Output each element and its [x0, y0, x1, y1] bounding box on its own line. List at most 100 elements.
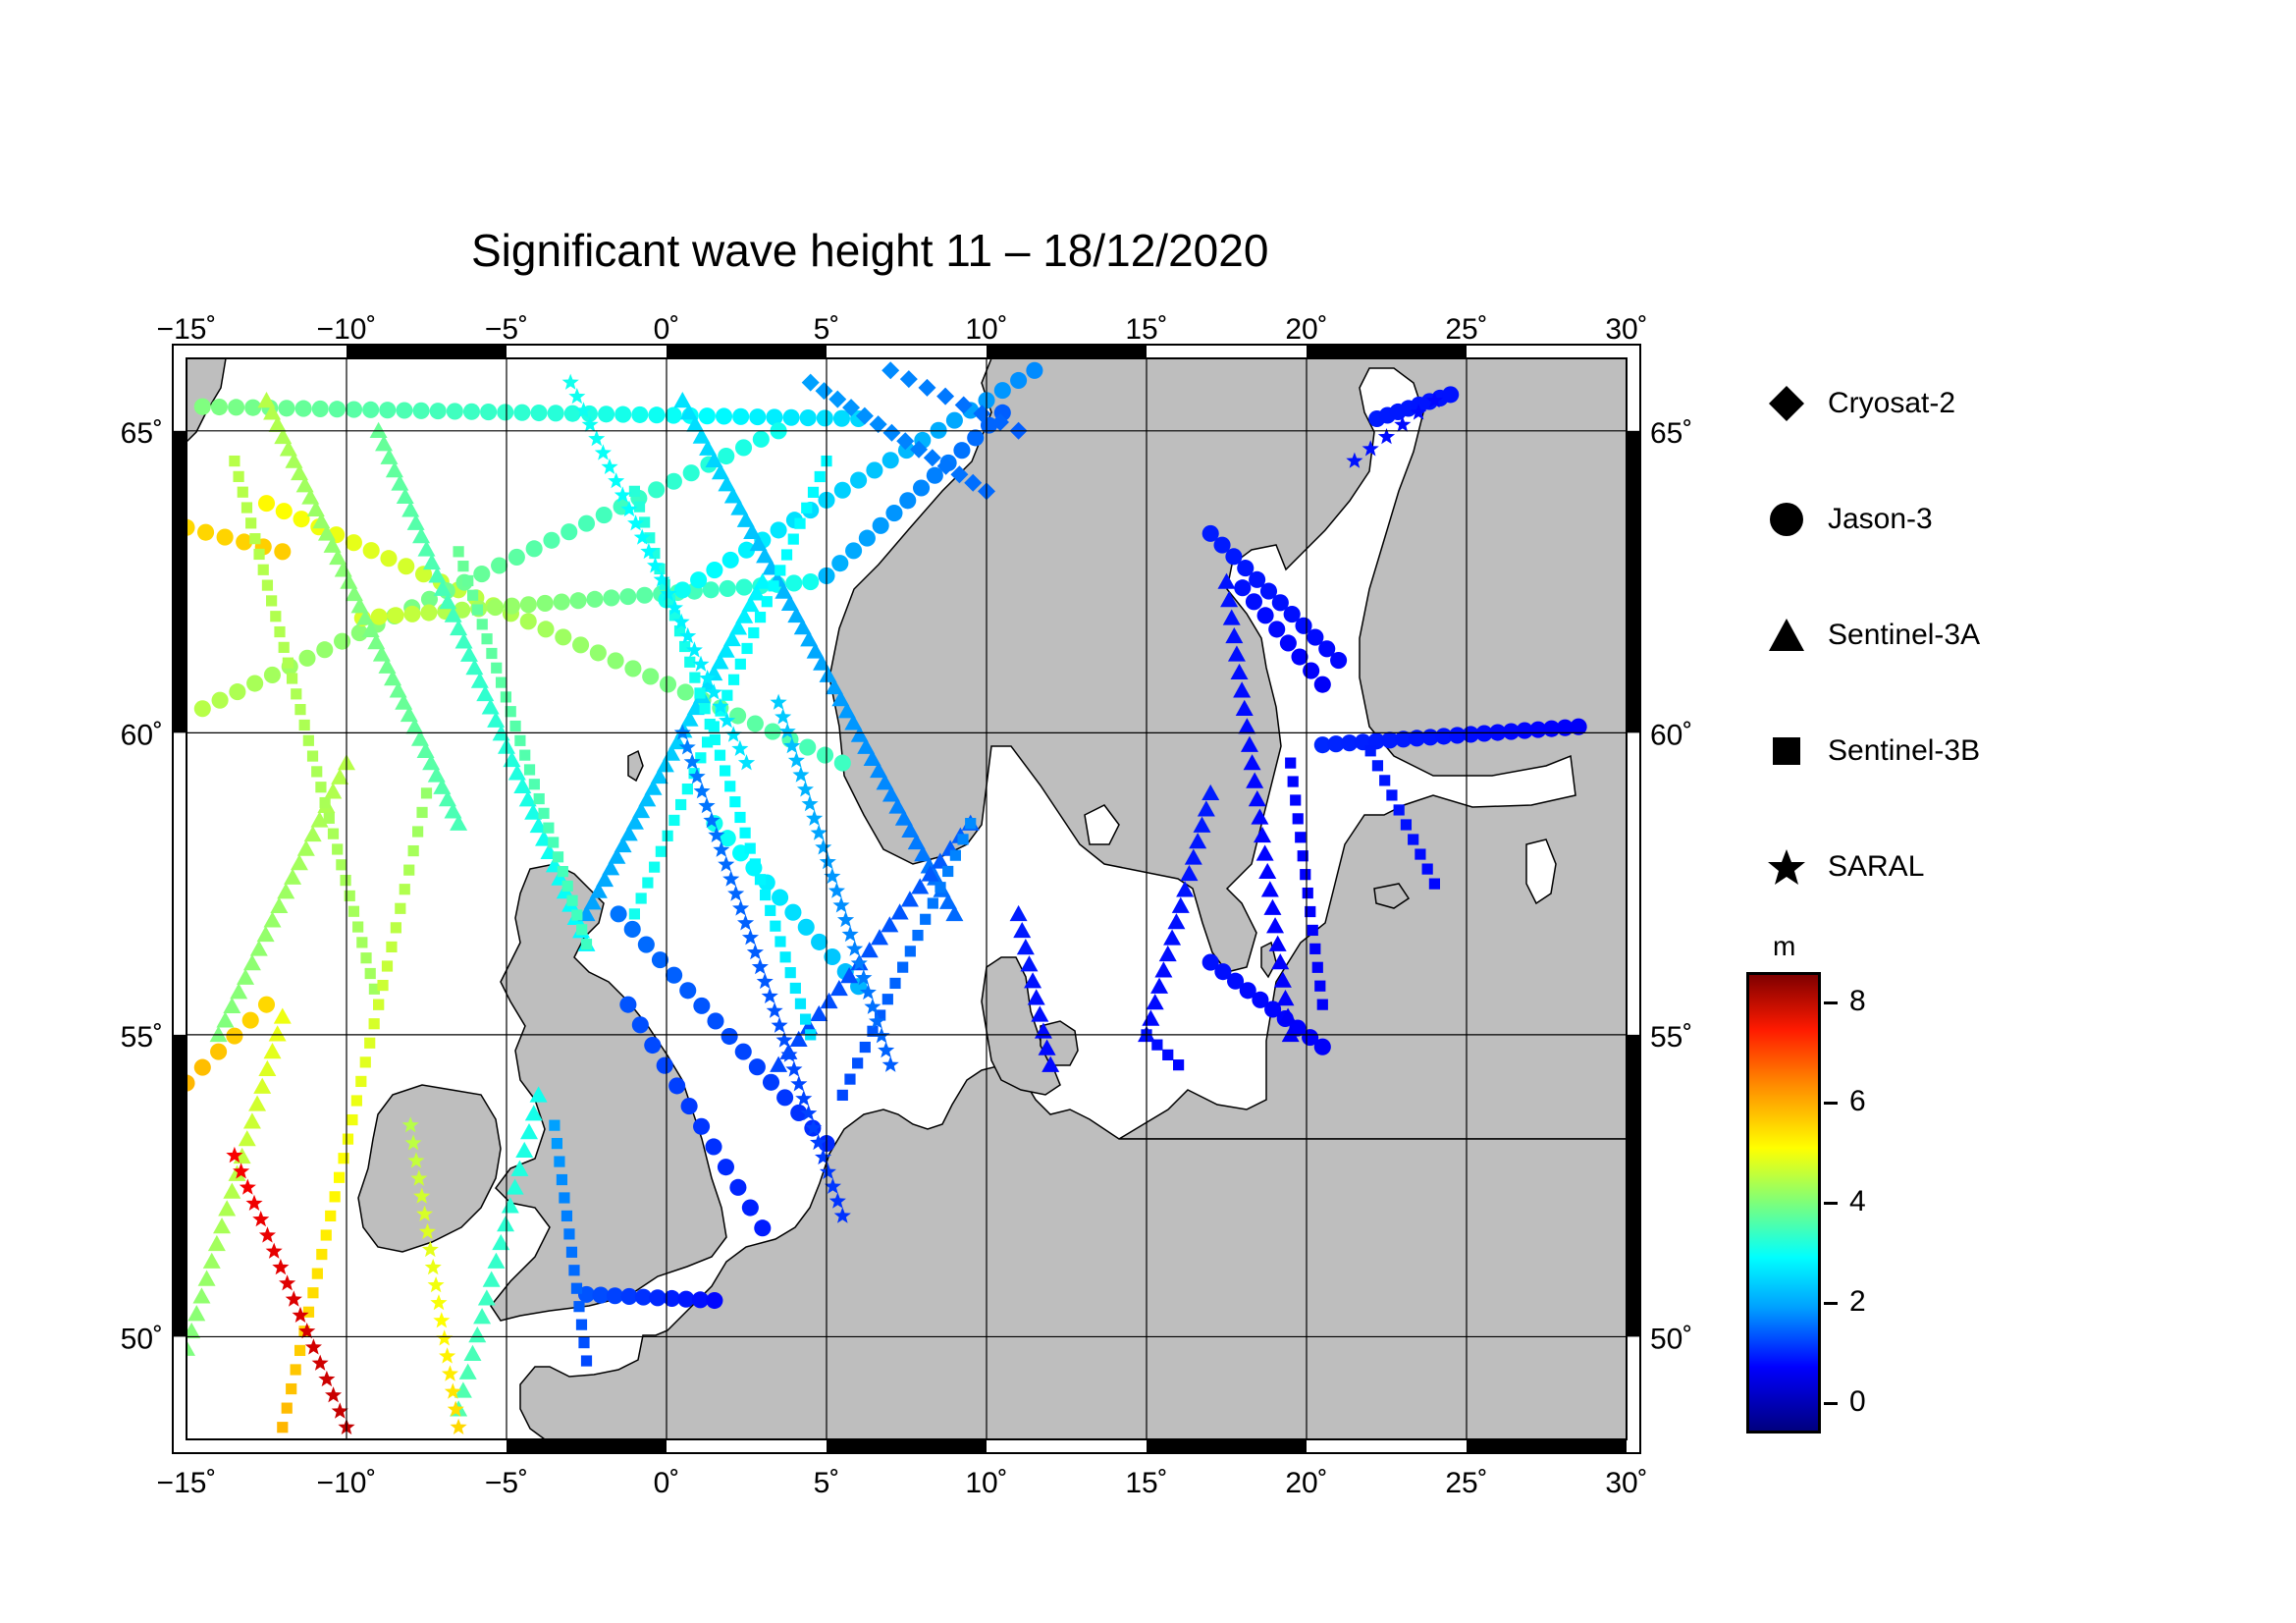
sentinel-3a-point	[871, 929, 889, 946]
saral-point	[787, 751, 805, 768]
sentinel-3b-point	[290, 1364, 301, 1376]
sentinel-3b-point	[1302, 887, 1313, 899]
sentinel-3b-point	[799, 1013, 812, 1025]
jason-3-point	[754, 1219, 772, 1237]
jason-3-point	[623, 920, 641, 939]
sentinel-3a-point	[1230, 663, 1249, 680]
sentinel-3a-point	[1217, 572, 1236, 589]
sentinel-3b-point	[1287, 776, 1299, 787]
jason-3-point	[298, 649, 316, 667]
track-saral	[673, 724, 851, 1223]
saral-point	[824, 1177, 841, 1194]
sentinel-3b-point	[628, 908, 640, 920]
sentinel-3b-point	[356, 937, 368, 948]
sentinel-3a-point	[901, 821, 920, 838]
sentinel-3a-point	[406, 514, 425, 530]
saral-point	[751, 957, 769, 975]
sentinel-3b-point	[316, 1248, 328, 1261]
sentinel-3a-point	[482, 1271, 501, 1287]
track-sentinel-3b	[277, 787, 433, 1434]
saral-point	[252, 1211, 270, 1227]
sentinel-3b-point	[649, 861, 661, 873]
saral-point	[568, 388, 586, 405]
sentinel-3b-point	[338, 1153, 349, 1164]
sentinel-3a-point	[890, 903, 909, 920]
track-sentinel-3b	[628, 455, 832, 920]
sentinel-3b-point	[347, 1113, 358, 1126]
sentinel-3a-point	[476, 684, 495, 702]
jason-3-point	[1570, 718, 1587, 735]
jason-3-point	[211, 691, 229, 709]
sentinel-3a-point	[1246, 772, 1264, 788]
saral-point	[761, 987, 778, 1003]
sentinel-3a-point	[730, 499, 749, 515]
sentinel-3b-point	[881, 994, 893, 1005]
sentinel-3a-point	[840, 967, 859, 984]
sentinel-3a-point	[356, 609, 375, 625]
frame-segment	[1467, 1439, 1627, 1453]
sentinel-3a-point	[296, 839, 315, 856]
jason-3-point	[620, 1287, 638, 1305]
sentinel-3b-point	[538, 807, 550, 819]
sentinel-3a-point	[870, 761, 888, 779]
sentinel-3b-point	[245, 517, 257, 529]
sentinel-3b-point	[765, 904, 776, 916]
jason-3-point	[454, 601, 471, 619]
jason-3-point	[525, 540, 543, 558]
jason-3-point	[691, 1291, 709, 1309]
sentinel-3b-point	[768, 580, 779, 592]
sentinel-3a-point	[881, 785, 900, 802]
sentinel-3b-point	[1386, 789, 1398, 801]
sentinel-3b-point	[381, 960, 394, 972]
saral-point	[410, 1169, 428, 1186]
saral-point	[778, 723, 796, 739]
sentinel-3a-point	[524, 1105, 543, 1121]
sentinel-3b-point	[390, 922, 401, 934]
sentinel-3a-point	[438, 790, 456, 807]
jason-3-point	[717, 1159, 735, 1176]
saral-point	[233, 1163, 250, 1179]
jason-3-point	[734, 439, 753, 457]
sentinel-3b-point	[311, 766, 323, 778]
sentinel-3a-point	[529, 816, 548, 834]
sentinel-3b-point	[237, 486, 248, 498]
jason-3-point	[1395, 730, 1413, 748]
sentinel-3a-point	[650, 767, 668, 784]
jason-3-point	[1303, 662, 1320, 679]
sentinel-3b-point	[655, 845, 667, 857]
sentinel-3a-point	[806, 642, 825, 659]
jason-3-point	[1234, 579, 1252, 597]
jason-3-point	[486, 599, 505, 617]
sentinel-3b-point	[1421, 863, 1433, 875]
sentinel-3a-point	[680, 710, 699, 727]
sentinel-3a-point	[749, 534, 768, 552]
saral-point	[1377, 428, 1396, 445]
sentinel-3b-point	[904, 946, 916, 957]
saral-point	[325, 1386, 343, 1403]
saral-point	[279, 1274, 296, 1291]
jason-3-point	[737, 541, 756, 559]
track-jason-3	[187, 996, 276, 1092]
sentinel-3b-point	[377, 979, 389, 992]
sentinel-3a-point	[741, 595, 760, 613]
sentinel-3b-point	[333, 1171, 346, 1183]
track-sentinel-3a	[257, 392, 468, 831]
jason-3-point	[257, 996, 276, 1013]
square-icon	[1767, 731, 1806, 771]
sentinel-3a-point	[303, 825, 322, 842]
sentinel-3b-point	[412, 826, 424, 838]
sentinel-3b-point	[774, 565, 786, 576]
saral-point	[828, 882, 845, 898]
jason-3-point	[1449, 727, 1467, 744]
sentinel-3b-point	[784, 967, 796, 979]
sentinel-3a-point	[638, 790, 657, 807]
sentinel-3a-point	[1189, 833, 1207, 849]
sentinel-3b-point	[364, 1037, 376, 1049]
sentinel-3a-point	[433, 579, 452, 596]
saral-point	[724, 726, 742, 742]
sentinel-3a-point	[1167, 913, 1186, 930]
sentinel-3b-point	[282, 657, 294, 669]
sentinel-3a-point	[789, 1030, 808, 1047]
saral-point	[810, 1133, 828, 1151]
jason-3-point	[656, 1056, 673, 1074]
